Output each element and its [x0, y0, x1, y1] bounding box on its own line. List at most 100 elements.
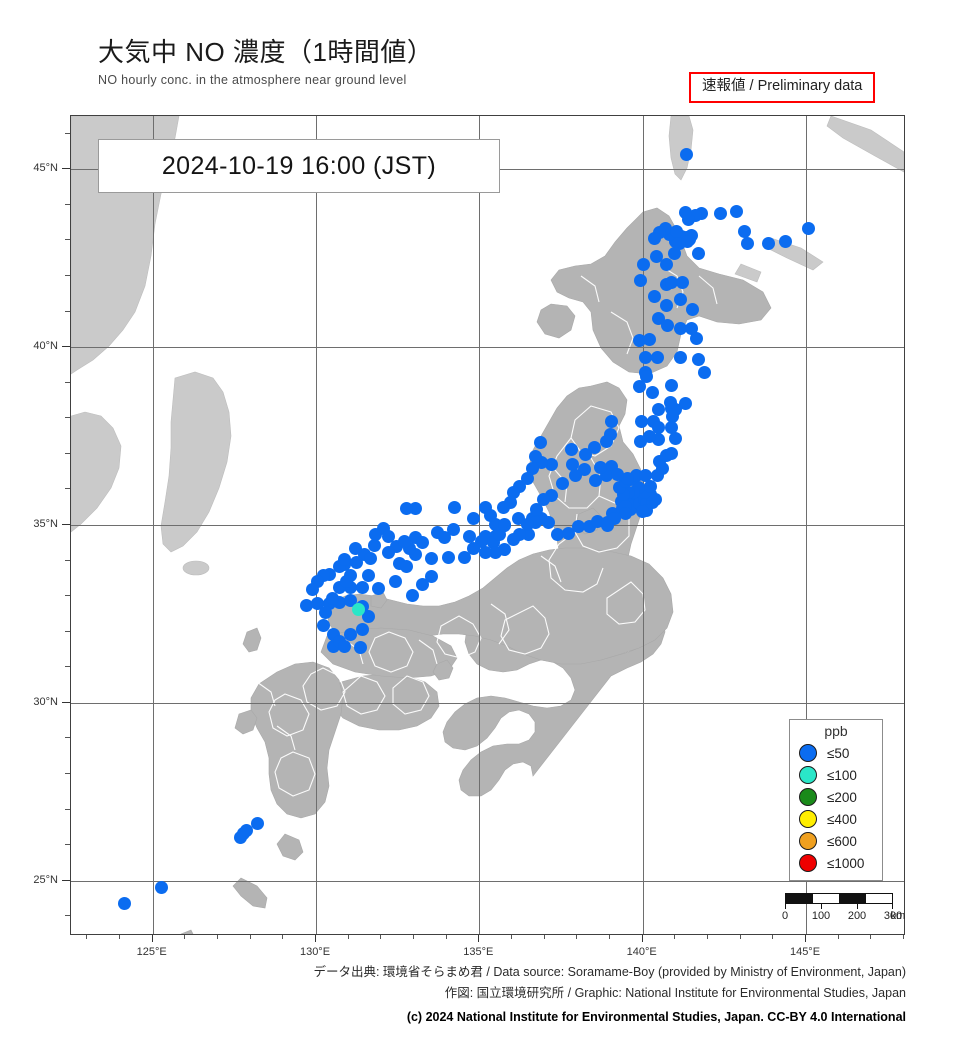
- measurement-point: [678, 205, 692, 219]
- land-tsushima: [242, 627, 262, 653]
- measurement-point: [572, 519, 586, 533]
- scale-segment: [812, 894, 839, 903]
- legend-swatch-icon: [799, 810, 817, 829]
- measurement-point: [368, 539, 382, 553]
- measurement-point: [507, 533, 521, 547]
- prefecture-border-layer: [256, 265, 718, 797]
- measurement-point: [670, 225, 684, 239]
- legend-items: ≤50 ≤100 ≤200 ≤400 ≤600 ≤1000: [790, 742, 882, 874]
- measurement-point: [663, 395, 677, 409]
- map-plot-area[interactable]: [70, 115, 905, 935]
- gridline-latitude: [71, 525, 904, 526]
- measurement-point: [659, 258, 673, 272]
- legend-swatch-icon: [799, 766, 817, 785]
- measurement-point: [647, 290, 661, 304]
- minor-tick-x: [576, 935, 578, 939]
- major-tick-x: [641, 935, 643, 942]
- measurement-point: [425, 570, 439, 584]
- measurement-point: [564, 443, 578, 457]
- legend-item-label: ≤50: [827, 745, 850, 761]
- land-miyako: [180, 929, 194, 934]
- legend-title: ppb: [824, 723, 848, 739]
- gridline-latitude: [71, 880, 904, 882]
- measurement-point: [529, 450, 543, 464]
- measurement-point: [362, 610, 376, 624]
- scale-bar: 0 100 200 300 km: [782, 893, 905, 924]
- measurement-point: [466, 512, 480, 526]
- scale-bar-ticks: [785, 904, 893, 909]
- measurement-point: [316, 618, 330, 632]
- scale-tick: [785, 904, 786, 909]
- measurement-point: [462, 529, 476, 543]
- minor-tick-y: [65, 559, 70, 561]
- preliminary-data-badge: 速報値 / Preliminary data: [689, 72, 876, 103]
- measurement-point: [488, 546, 502, 560]
- measurement-point: [600, 519, 614, 533]
- measurement-point: [542, 515, 556, 529]
- land-kuril-3: [734, 263, 762, 283]
- measurement-point: [610, 467, 624, 481]
- measurement-point: [521, 517, 535, 531]
- measurement-point: [685, 303, 699, 317]
- minor-tick-y: [65, 203, 70, 205]
- measurement-point: [636, 258, 650, 272]
- measurement-point: [761, 236, 775, 250]
- measurement-point: [651, 403, 665, 417]
- measurement-point: [355, 623, 369, 637]
- legend-item-label: ≤400: [827, 811, 857, 827]
- major-tick-y: [62, 879, 70, 881]
- legend-swatch-icon: [799, 788, 817, 807]
- measurement-point: [338, 640, 352, 654]
- measurement-point: [632, 379, 646, 393]
- measurement-point: [534, 435, 548, 449]
- minor-tick-x: [511, 935, 512, 939]
- measurement-point: [530, 502, 544, 516]
- minor-tick-y: [65, 452, 70, 454]
- measurement-point: [400, 560, 414, 574]
- minor-tick-x: [86, 935, 88, 939]
- measurement-point: [349, 541, 363, 555]
- legend-item[interactable]: ≤400: [790, 808, 882, 830]
- minor-tick-y: [65, 808, 70, 810]
- minor-tick-y: [65, 310, 70, 312]
- footer-data-source: データ出典: 環境省そらまめ君 / Data source: Soramame-…: [313, 965, 906, 979]
- measurement-point: [621, 471, 635, 485]
- measurement-point: [536, 492, 550, 506]
- measurement-point: [649, 249, 663, 263]
- measurement-point: [640, 369, 654, 383]
- minor-tick-x: [707, 935, 708, 939]
- legend-item[interactable]: ≤1000: [790, 852, 882, 874]
- scale-bar-labels: 0 100 200 300 km: [782, 910, 905, 924]
- scale-label: 100: [811, 910, 831, 922]
- minor-tick-x: [119, 935, 120, 939]
- measurement-point: [319, 605, 333, 619]
- measurement-point: [503, 496, 517, 510]
- measurement-point: [507, 486, 521, 500]
- gridline-latitude: [71, 347, 904, 349]
- measurement-point: [740, 236, 754, 250]
- axis-label-longitude: 140°E: [626, 946, 657, 958]
- land-hokkaido-oshima: [536, 303, 576, 339]
- minor-tick-y: [65, 844, 70, 846]
- measurement-point: [713, 207, 727, 221]
- legend-item[interactable]: ≤100: [790, 764, 882, 786]
- measurement-point: [521, 471, 535, 485]
- major-tick-x: [151, 935, 153, 942]
- measurement-point: [738, 225, 752, 239]
- measurement-point: [664, 446, 678, 460]
- measurement-point: [431, 526, 445, 540]
- legend-item[interactable]: ≤200: [790, 786, 882, 808]
- measurement-point: [659, 298, 673, 312]
- minor-tick-y: [65, 275, 70, 277]
- land-kyushu-goto: [234, 709, 258, 735]
- land-korea: [160, 371, 232, 553]
- measurement-point: [382, 529, 396, 543]
- scale-segment: [865, 894, 892, 903]
- landmass-layer: [71, 116, 904, 934]
- minor-tick-x: [249, 935, 251, 939]
- legend-swatch-icon: [799, 832, 817, 851]
- minor-tick-x: [739, 935, 741, 939]
- legend-item[interactable]: ≤50: [790, 742, 882, 764]
- measurement-point: [240, 823, 254, 837]
- legend-item[interactable]: ≤600: [790, 830, 882, 852]
